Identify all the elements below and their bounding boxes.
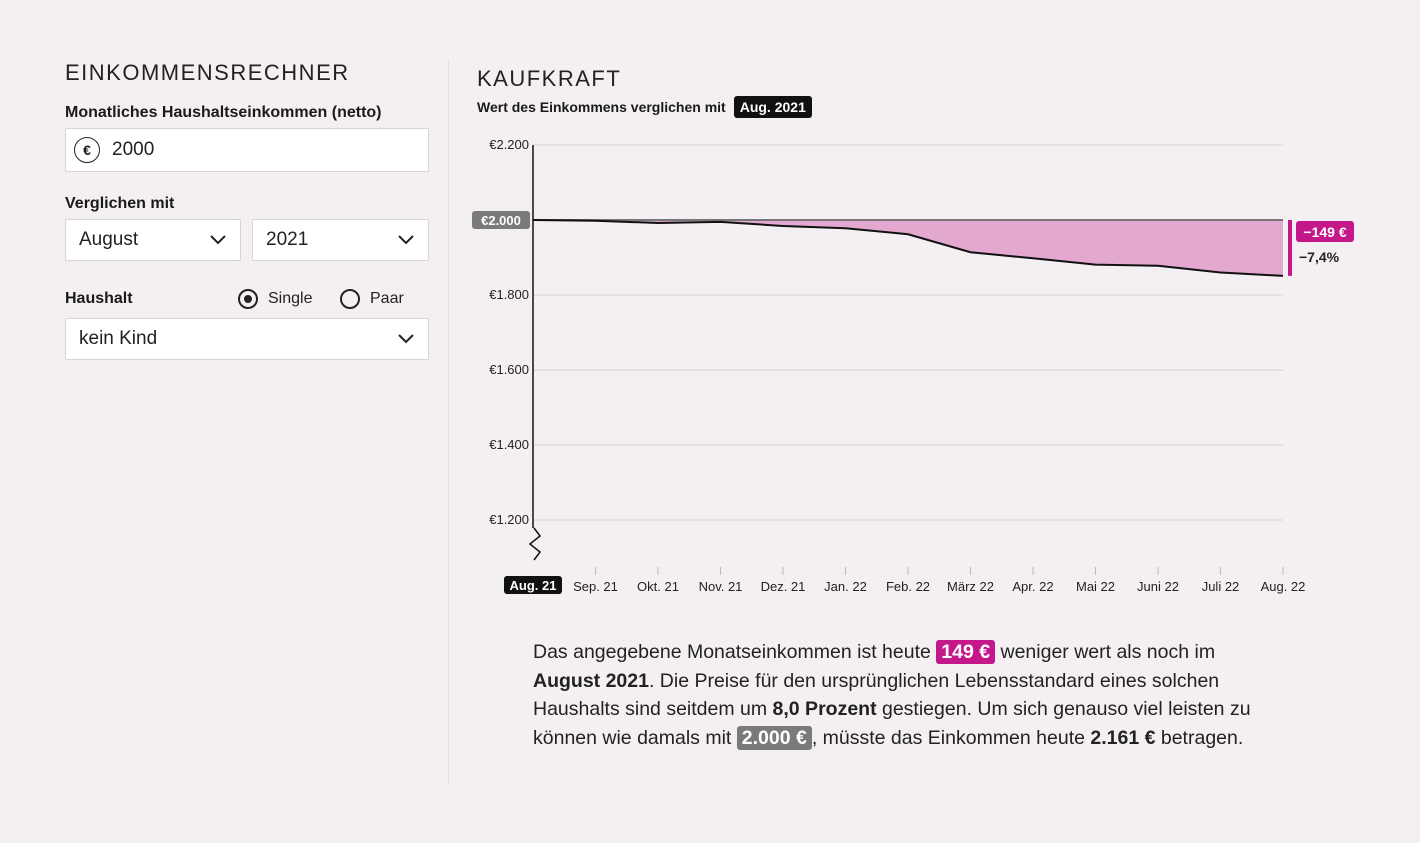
x-tick-label: Okt. 21 (637, 579, 679, 594)
x-tick-label: Juni 22 (1137, 579, 1179, 594)
original-amount-badge: 2.000 € (736, 725, 812, 750)
y-tick-label: €2.200 (489, 137, 529, 152)
loss-amount-badge: 149 € (936, 640, 996, 664)
chart-title: KAUFKRAFT (477, 66, 622, 91)
calculator-title: EINKOMMENSRECHNER (65, 60, 350, 85)
percent-change-label: −7,4% (1299, 249, 1340, 265)
x-tick-label: Apr. 22 (1012, 579, 1053, 594)
radio-single[interactable]: Single (238, 289, 312, 309)
compare-label: Verglichen mit (65, 195, 175, 212)
income-label: Monatliches Haushaltseinkommen (netto) (65, 104, 382, 121)
x-tick-label: Feb. 22 (886, 579, 930, 594)
reference-date-badge: Aug. 2021 (733, 96, 812, 118)
x-tick-label: Sep. 21 (573, 579, 618, 594)
x-tick-label: Aug. 21 (510, 578, 557, 593)
x-tick-label: Mai 22 (1076, 579, 1115, 594)
y-tick-label: €1.600 (489, 362, 529, 377)
summary-part: , müsste das Einkommen heute (811, 726, 1091, 749)
summary-part: betragen. (1155, 726, 1244, 749)
chevron-down-icon (398, 235, 414, 245)
radio-paar-indicator[interactable] (340, 289, 360, 309)
household-label: Haushalt (65, 290, 133, 307)
chevron-down-icon (210, 235, 226, 245)
summary-part: gestiegen. Um sich genauso viel leisten … (533, 698, 1251, 749)
radio-single-label: Single (268, 290, 313, 307)
baseline-label: €2.000 (481, 213, 521, 228)
x-highlight-badge (504, 576, 562, 594)
chevron-down-icon (398, 334, 414, 344)
calculator-panel: EINKOMMENSRECHNER Monatliches Haushaltse… (65, 60, 429, 360)
x-tick-label: Aug. 22 (1261, 579, 1306, 594)
euro-icon: € (74, 137, 100, 163)
radio-paar-label: Paar (370, 290, 404, 307)
axis-break-icon (528, 527, 542, 561)
baseline-label-bg (472, 211, 530, 229)
y-tick-label: €1.800 (489, 287, 529, 302)
radio-paar[interactable]: Paar (340, 289, 404, 309)
children-select[interactable]: kein Kind (65, 318, 429, 360)
income-value[interactable]: 2000 (112, 139, 155, 160)
chart-subtitle: Wert des Einkommens verglichen mit Aug. … (477, 96, 812, 118)
difference-badge-bg (1296, 221, 1354, 242)
loss-area (533, 220, 1283, 276)
reference-date: August 2021 (533, 669, 649, 692)
chart-subtitle-text: Wert des Einkommens verglichen mit (477, 99, 726, 115)
purchasing-power-chart: €1.200 €1.400 €1.600 €1.800 €2.200 €2.000 Aug.… (472, 137, 1354, 594)
month-value: August (79, 229, 139, 250)
summary-part: . Die Preise für den ursprünglichen Lebe… (533, 669, 1220, 721)
x-tick-label: Nov. 21 (699, 579, 743, 594)
needed-amount: 2.161 € (1090, 726, 1156, 749)
income-input[interactable]: € 2000 (65, 128, 429, 172)
summary-part: Das angegebene Monatseinkommen ist heute (533, 641, 937, 663)
y-tick-label: €1.400 (489, 437, 529, 452)
x-tick-label: Juli 22 (1202, 579, 1240, 594)
month-select[interactable]: August (65, 219, 241, 261)
y-tick-label: €1.200 (489, 512, 529, 527)
summary-part: weniger wert als noch im (995, 641, 1216, 663)
radio-single-indicator[interactable] (238, 289, 258, 309)
children-value: kein Kind (79, 328, 158, 349)
year-value: 2021 (266, 229, 309, 250)
x-tick-label: März 22 (947, 579, 994, 594)
income-value-line (532, 219, 1284, 277)
summary-text: Das angegebene Monatseinkommen ist heute… (533, 638, 1253, 752)
x-tick-label: Jan. 22 (824, 579, 867, 594)
difference-label: −149 € (1303, 224, 1346, 240)
price-increase: 8,0 Prozent (772, 698, 877, 720)
year-select[interactable]: 2021 (252, 219, 429, 261)
panel-divider (448, 60, 449, 783)
x-tick-label: Dez. 21 (761, 579, 806, 594)
